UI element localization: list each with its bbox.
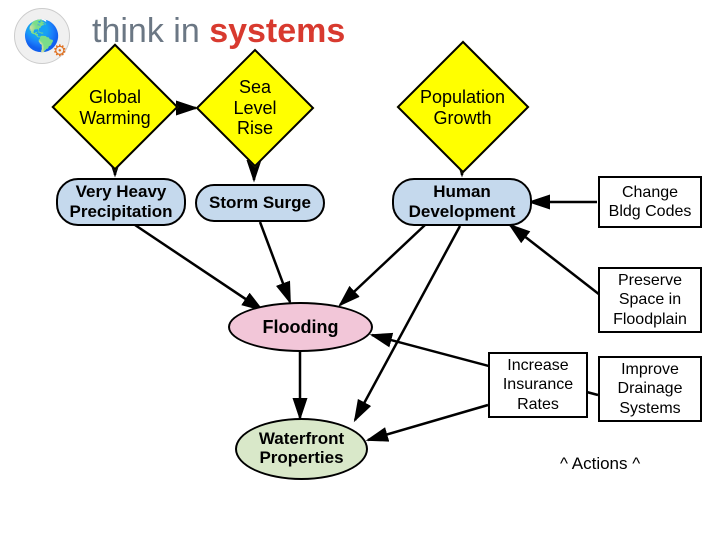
action-drainage: ImproveDrainageSystems	[598, 356, 702, 422]
action-bldg-codes: ChangeBldg Codes	[598, 176, 702, 228]
node-label: Storm Surge	[209, 193, 311, 213]
actions-caption: ^ Actions ^	[560, 454, 640, 474]
node-waterfront: WaterfrontProperties	[235, 418, 368, 480]
diamond-global-warming: GlobalWarming	[50, 70, 180, 146]
node-precipitation: Very HeavyPrecipitation	[56, 178, 186, 226]
node-label: Flooding	[263, 317, 339, 338]
diamond-population-growth: PopulationGrowth	[380, 70, 545, 146]
node-label: Very HeavyPrecipitation	[70, 182, 173, 221]
diamond-label: PopulationGrowth	[380, 70, 545, 146]
node-label: HumanDevelopment	[409, 182, 516, 221]
action-label: IncreaseInsuranceRates	[503, 356, 573, 414]
diamond-label: SeaLevelRise	[195, 62, 315, 154]
diamond-label: GlobalWarming	[50, 70, 180, 146]
node-label: WaterfrontProperties	[259, 430, 344, 467]
action-floodplain: PreserveSpace inFloodplain	[598, 267, 702, 333]
action-label: ChangeBldg Codes	[609, 183, 692, 221]
node-storm-surge: Storm Surge	[195, 184, 325, 222]
action-label: ImproveDrainageSystems	[618, 360, 683, 418]
action-insurance: IncreaseInsuranceRates	[488, 352, 588, 418]
action-label: PreserveSpace inFloodplain	[613, 271, 687, 329]
node-flooding: Flooding	[228, 302, 373, 352]
node-human-dev: HumanDevelopment	[392, 178, 532, 226]
diamond-sea-level-rise: SeaLevelRise	[195, 62, 315, 154]
diagram-canvas: GlobalWarming SeaLevelRise PopulationGro…	[0, 0, 720, 540]
